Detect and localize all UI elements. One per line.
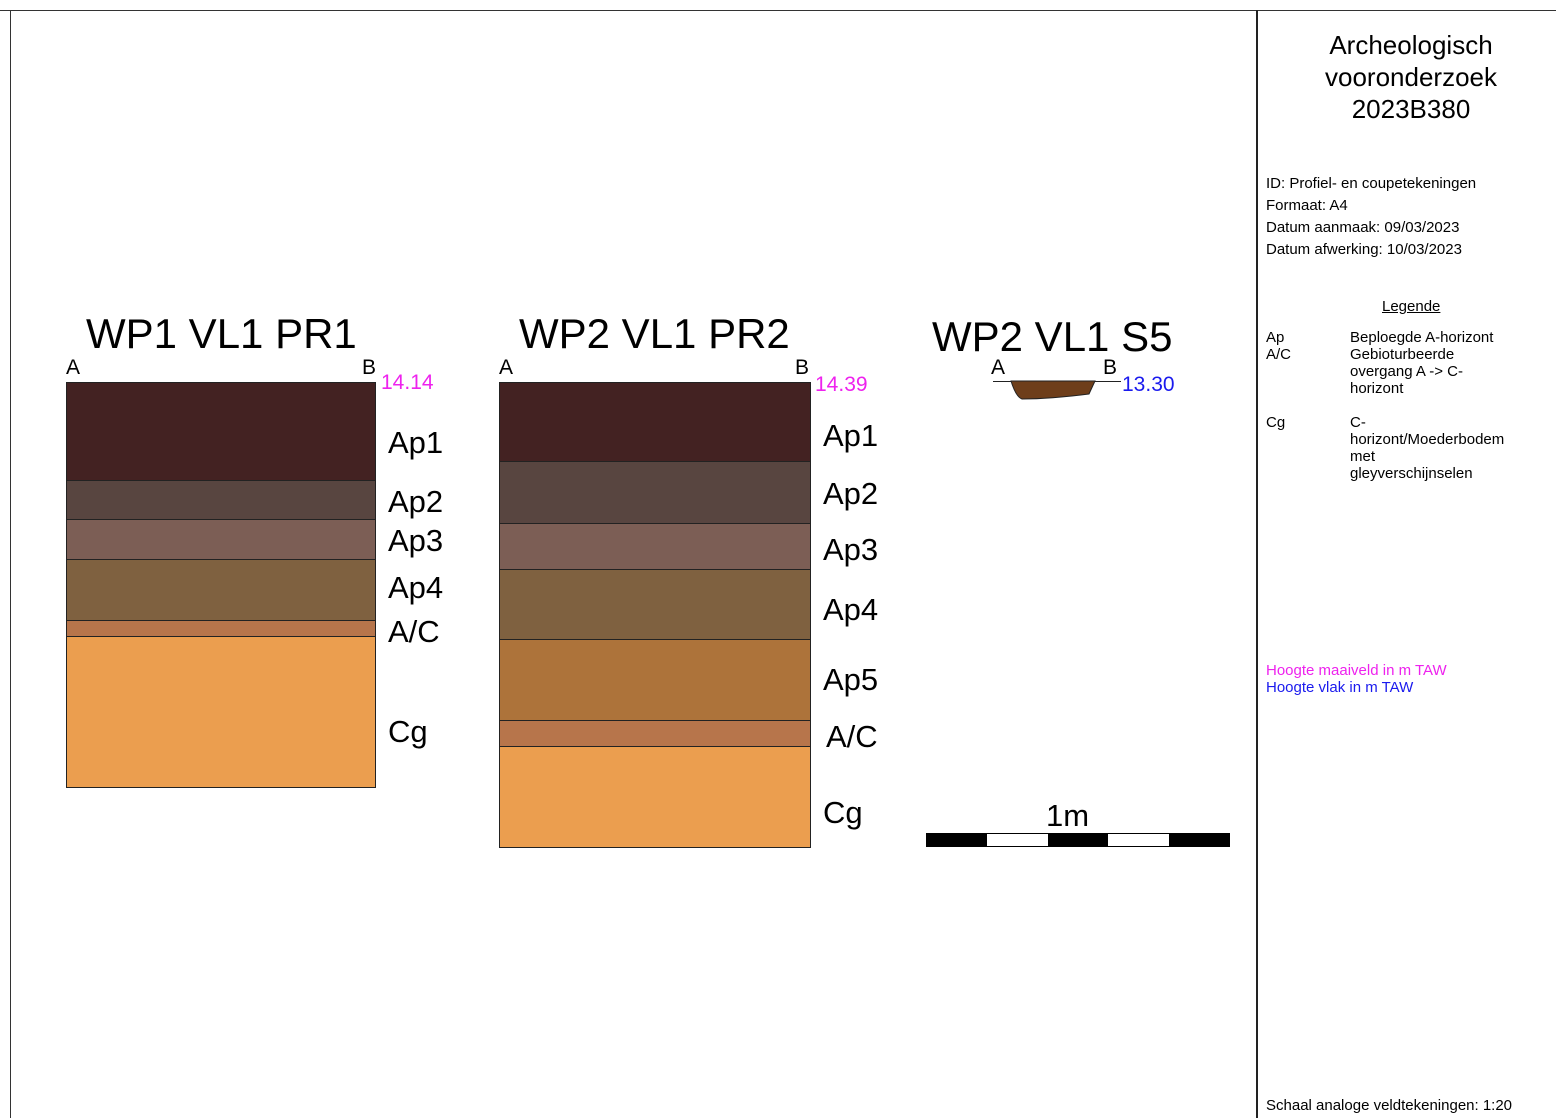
layer-cg (67, 637, 375, 787)
title-block-divider (1256, 10, 1258, 1118)
layer-ac (67, 621, 375, 637)
layer-ap4 (67, 560, 375, 621)
profile-title: WP1 VL1 PR1 (86, 310, 357, 357)
meta-id: ID: Profiel- en coupetekeningen (1266, 175, 1477, 192)
project-title-line: vooronderzoek (1325, 62, 1497, 92)
layer-ap2 (67, 481, 375, 520)
scale-segment (927, 834, 988, 846)
legend-code: Cg (1266, 414, 1286, 431)
legend-code: A/C (1266, 346, 1292, 363)
layer-label: Ap1 (823, 418, 879, 453)
layer-ap1 (500, 383, 810, 462)
scale-segment (1108, 834, 1169, 846)
layer-label: Ap3 (388, 523, 444, 558)
scale-segment (1047, 834, 1109, 846)
layer-ac (500, 721, 810, 747)
layer-ap5 (500, 640, 810, 721)
soil-column (66, 382, 376, 788)
legend-code: Ap (1266, 329, 1285, 346)
legend-plane-height: Hoogte vlak in m TAW (1266, 679, 1414, 696)
layer-ap4 (500, 570, 810, 640)
scale-segment (1168, 834, 1230, 846)
plane-elevation: 13.30 (1122, 373, 1175, 396)
legend-description: Beploegde A-horizont (1350, 329, 1494, 346)
profile-title: WP2 VL1 PR2 (519, 310, 790, 357)
surface-elevation: 14.39 (815, 373, 868, 396)
project-title-line: 2023B380 (1351, 94, 1471, 124)
legend-surface-height: Hoogte maaiveld in m TAW (1266, 662, 1447, 679)
legend-description: C-horizont/Moederbodem met gleyverschijn… (1350, 414, 1505, 482)
soil-column (499, 382, 811, 848)
layer-ap1 (67, 383, 375, 481)
layer-label: A/C (826, 719, 878, 754)
section-title: WP2 VL1 S5 (932, 313, 1173, 360)
frame-top-border (0, 10, 1556, 11)
point-a-label: A (66, 356, 81, 379)
layer-label: A/C (388, 614, 440, 649)
layer-ap3 (500, 524, 810, 570)
layer-cg (500, 747, 810, 847)
frame-left-border (10, 10, 11, 1118)
legend-description: Gebioturbeerde overgang A -> C-horizont (1350, 346, 1463, 397)
surface-elevation: 14.14 (381, 371, 434, 394)
layer-label: Ap4 (388, 570, 444, 605)
project-title: Archeologisch vooronderzoek 2023B380 (1266, 29, 1556, 125)
layer-label: Ap5 (823, 662, 879, 697)
layer-ap3 (67, 520, 375, 560)
feature-s5-fill (1010, 380, 1096, 400)
scale-bar (926, 833, 1230, 847)
layer-ap2 (500, 462, 810, 524)
layer-label: Ap4 (823, 592, 879, 627)
layer-label: Cg (388, 714, 428, 749)
layer-label: Ap2 (823, 476, 879, 511)
layer-label: Ap2 (388, 484, 444, 519)
point-a-label: A (499, 356, 514, 379)
legend-title: Legende (1382, 298, 1441, 315)
field-drawing-scale-note: Schaal analoge veldtekeningen: 1:20 (1266, 1097, 1513, 1114)
point-b-label: B (795, 356, 810, 379)
point-b-label: B (362, 356, 377, 379)
point-a-label: A (991, 356, 1006, 379)
scale-bar-label: 1m (1046, 798, 1090, 833)
scale-segment (987, 834, 1048, 846)
meta-finished: Datum afwerking: 10/03/2023 (1266, 241, 1462, 258)
point-b-label: B (1103, 356, 1118, 379)
layer-label: Ap3 (823, 532, 879, 567)
title-block: Archeologisch vooronderzoek 2023B380 ID:… (1266, 0, 1556, 1118)
drawing-metadata: ID: Profiel- en coupetekeningen Formaat:… (1266, 173, 1476, 261)
layer-label: Cg (823, 795, 863, 830)
meta-format: Formaat: A4 (1266, 197, 1348, 214)
meta-created: Datum aanmaak: 09/03/2023 (1266, 219, 1460, 236)
layer-label: Ap1 (388, 425, 444, 460)
project-title-line: Archeologisch (1329, 30, 1493, 60)
